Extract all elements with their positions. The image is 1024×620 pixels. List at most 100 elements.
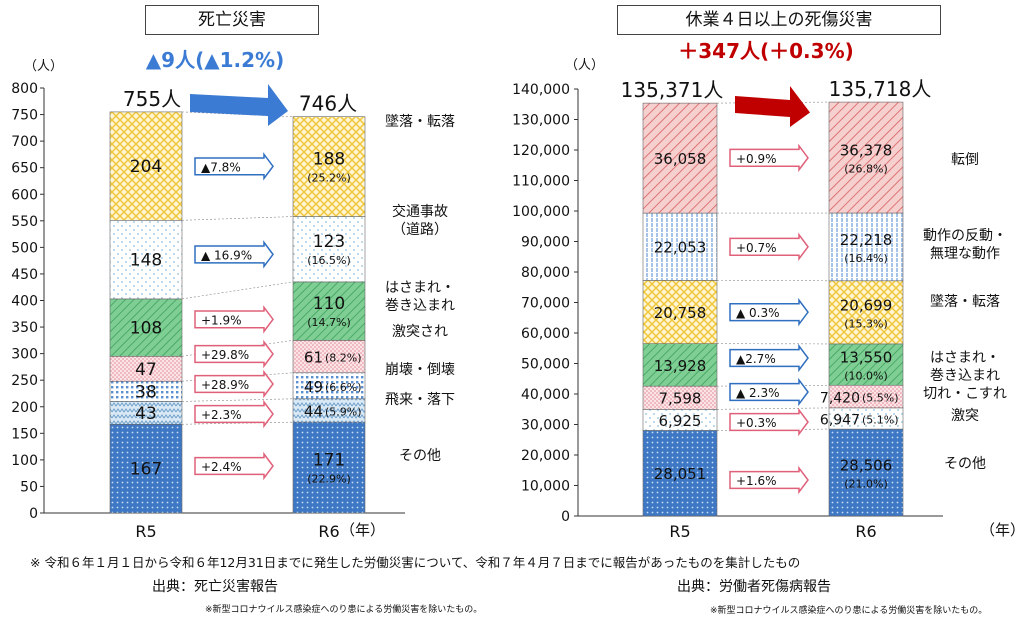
change-arrow	[729, 465, 809, 495]
y-tick-label: 150	[11, 426, 38, 442]
headline-change: ▲9人(▲1.2%)	[146, 48, 284, 72]
y-tick-label: 80,000	[521, 265, 570, 281]
y-tick-label: 90,000	[521, 235, 570, 251]
headline-arrow	[735, 86, 810, 127]
series-name-label: 激突され	[392, 323, 448, 340]
total-label: 746人	[299, 92, 357, 116]
bar-segment	[828, 101, 904, 214]
x-category-label: R6	[855, 522, 876, 541]
bar-segment	[109, 298, 183, 357]
y-tick-label: 40,000	[521, 387, 570, 403]
change-label: +2.4%	[201, 460, 242, 474]
series-name-label: 墜落・転落	[930, 294, 1000, 310]
bar-share-label: (16.5%)	[307, 254, 351, 267]
y-tick-label: 800	[11, 81, 38, 97]
bar-value-label: 148	[130, 251, 162, 271]
series-name-label: 巻き込まれ	[385, 298, 455, 314]
bar-share-label: (5.5%)	[862, 392, 899, 405]
bar-value-label: 20,699	[840, 296, 893, 314]
series-name-label: 墜落・転落	[385, 114, 455, 130]
series-name-label: 切れ・こすれ	[923, 386, 1007, 402]
change-label: +28.9%	[201, 378, 249, 392]
change-arrow	[194, 369, 274, 399]
connector-line	[716, 407, 830, 410]
x-unit-label: （年）	[980, 521, 1024, 539]
y-tick-label: 400	[11, 294, 38, 310]
y-tick-label: 650	[11, 161, 38, 177]
bar-value-label: 13,928	[654, 357, 707, 375]
bar-share-label: (6.6%)	[325, 381, 362, 394]
source-right: 出典：労働者死傷病報告	[677, 579, 831, 595]
change-label: ▲ 2.3%	[736, 386, 780, 400]
bar-share-label: (26.8%)	[844, 163, 888, 176]
bar-value-label: 188	[313, 150, 345, 170]
headline-change: ＋347人(＋0.3%)	[678, 39, 854, 63]
change-arrow	[729, 232, 809, 262]
y-tick-label: 200	[11, 400, 38, 416]
bar-value-label: 7,420	[820, 391, 860, 407]
series-name-label: 巻き込まれ	[930, 368, 1000, 384]
connector-line	[181, 216, 294, 221]
bar-segment	[292, 216, 366, 283]
y-tick-label: 700	[11, 134, 38, 150]
bar-value-label: 38	[135, 382, 157, 402]
bar-segment	[292, 340, 366, 374]
y-unit-label: （人）	[565, 58, 604, 73]
y-tick-label: 50	[20, 479, 38, 495]
bar-value-label: 47	[135, 360, 157, 380]
bar-share-label: (22.9%)	[307, 473, 351, 486]
y-tick-label: 0	[561, 509, 570, 525]
right-chart-title: 休業４日以上の死傷災害	[617, 5, 941, 35]
exclusion-note-right: ※新型コロナウイルス感染症へのり患による労働災害を除いたもの。	[710, 606, 988, 616]
bar-segment	[109, 423, 183, 514]
bar-segment	[109, 355, 183, 382]
bar-share-label: (8.2%)	[325, 352, 362, 365]
series-name-label: その他	[944, 456, 986, 472]
bar-segment	[292, 116, 366, 217]
bar-segment	[642, 343, 718, 387]
bar-share-label: (5.1%)	[862, 413, 899, 426]
total-label: 135,371人	[621, 78, 724, 102]
y-tick-label: 350	[11, 320, 38, 336]
bar-value-label: 110	[313, 294, 345, 314]
total-label: 755人	[123, 87, 181, 111]
bar-value-label: 6,947	[820, 412, 860, 428]
change-arrow	[194, 451, 274, 481]
bar-value-label: 61	[304, 349, 323, 367]
bar-value-label: 7,598	[659, 390, 702, 408]
bar-value-label: 6,925	[659, 412, 702, 430]
series-name-label: （道路）	[392, 222, 448, 238]
bar-value-label: 204	[130, 157, 162, 177]
change-arrow	[194, 399, 274, 429]
exclusion-note-left: ※新型コロナウイルス感染症へのり患による労働災害を除いたもの。	[205, 605, 483, 615]
change-arrow	[194, 152, 274, 181]
y-unit-label: （人）	[24, 59, 63, 74]
change-label: +0.9%	[736, 152, 777, 166]
headline-arrow	[190, 84, 288, 126]
series-name-label: 転倒	[951, 152, 979, 168]
change-label: +1.9%	[201, 313, 242, 327]
change-arrow	[194, 339, 274, 369]
y-tick-label: 0	[29, 506, 38, 522]
footnote: ※ 令和６年１月１日から令和６年12月31日までに発生した労働災害について、令和…	[30, 555, 801, 570]
y-tick-label: 70,000	[521, 296, 570, 312]
change-arrow	[729, 143, 809, 173]
bar-segment	[828, 343, 904, 386]
series-name-label: はさまれ・	[930, 350, 1000, 366]
left-chart-title: 死亡災害	[145, 5, 319, 35]
change-arrow	[729, 377, 809, 407]
y-tick-label: 300	[11, 347, 38, 363]
connector-line	[181, 421, 294, 425]
y-tick-label: 120,000	[512, 143, 570, 159]
change-label: +1.6%	[736, 474, 777, 488]
y-tick-label: 20,000	[521, 448, 570, 464]
bar-share-label: (15.3%)	[844, 317, 888, 330]
connector-line	[181, 398, 294, 402]
y-tick-label: 130,000	[512, 113, 570, 129]
bar-value-label: 49	[304, 378, 323, 396]
y-tick-label: 30,000	[521, 418, 570, 434]
x-category-label: R6	[318, 522, 339, 541]
series-name-label: 崩壊・倒壊	[385, 362, 455, 378]
y-tick-label: 50,000	[521, 357, 570, 373]
change-label: ▲ 0.3%	[736, 306, 780, 320]
